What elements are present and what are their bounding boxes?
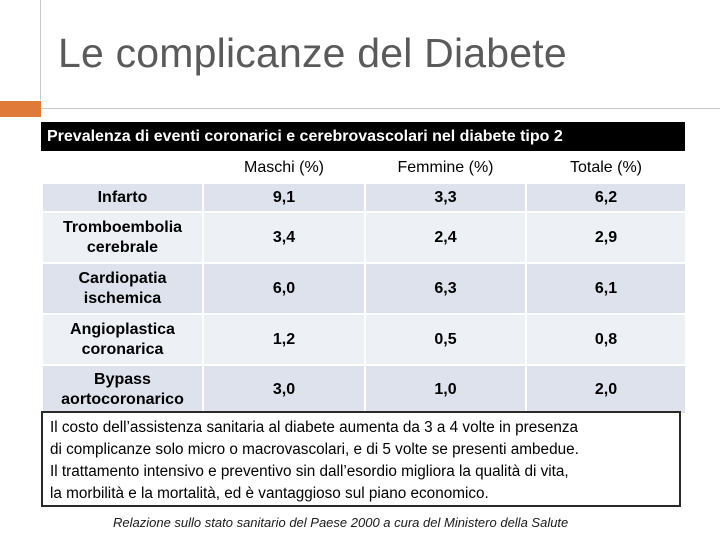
cell-females: 6,3 xyxy=(364,262,527,315)
cell-total: 6,2 xyxy=(525,182,687,213)
cell-total: 0,8 xyxy=(525,313,687,366)
cell-males: 1,2 xyxy=(202,313,366,366)
row-label: Tromboembolia cerebrale xyxy=(41,211,204,264)
cost-note-box: Il costo dell’assistenza sanitaria al di… xyxy=(41,411,681,507)
table-row: Bypass aortocoronarico 3,0 1,0 2,0 xyxy=(41,364,687,415)
row-label: Bypass aortocoronarico xyxy=(41,364,204,415)
row-label: Infarto xyxy=(41,182,204,213)
cell-total: 2,0 xyxy=(525,364,687,415)
prevalence-table-block: Prevalenza di eventi coronarici e cerebr… xyxy=(41,122,687,415)
vertical-frame-line xyxy=(40,0,41,100)
table-row: Tromboembolia cerebrale 3,4 2,4 2,9 xyxy=(41,211,687,264)
note-line: Il trattamento intensivo e preventivo si… xyxy=(50,463,569,480)
prevalence-table: Maschi (%) Femmine (%) Totale (%) Infart… xyxy=(41,151,687,415)
cell-males: 3,4 xyxy=(202,211,366,264)
cell-females: 0,5 xyxy=(364,313,527,366)
cell-males: 9,1 xyxy=(202,182,366,213)
cell-total: 2,9 xyxy=(525,211,687,264)
note-line: la morbilità e la mortalità, ed è vantag… xyxy=(50,485,489,502)
note-line: di complicanze solo micro o macrovascola… xyxy=(50,441,579,458)
table-row: Angioplastica coronarica 1,2 0,5 0,8 xyxy=(41,313,687,366)
accent-bar xyxy=(0,101,41,117)
slide-title: Le complicanze del Diabete xyxy=(58,30,567,76)
cell-total: 6,1 xyxy=(525,262,687,315)
header-cell-males: Maschi (%) xyxy=(202,151,366,184)
cell-males: 3,0 xyxy=(202,364,366,415)
header-cell-total: Totale (%) xyxy=(525,151,687,184)
row-label: Angioplastica coronarica xyxy=(41,313,204,366)
cell-females: 1,0 xyxy=(364,364,527,415)
source-citation: Relazione sullo stato sanitario del Paes… xyxy=(113,515,569,530)
header-cell-empty xyxy=(41,151,204,184)
table-header-row: Maschi (%) Femmine (%) Totale (%) xyxy=(41,151,687,184)
header-cell-females: Femmine (%) xyxy=(364,151,527,184)
title-rule xyxy=(41,108,720,109)
table-row: Infarto 9,1 3,3 6,2 xyxy=(41,182,687,213)
cell-females: 2,4 xyxy=(364,211,527,264)
cell-females: 3,3 xyxy=(364,182,527,213)
table-caption: Prevalenza di eventi coronarici e cerebr… xyxy=(41,122,685,151)
table-row: Cardiopatia ischemica 6,0 6,3 6,1 xyxy=(41,262,687,315)
note-line: Il costo dell’assistenza sanitaria al di… xyxy=(50,419,579,436)
row-label: Cardiopatia ischemica xyxy=(41,262,204,315)
cell-males: 6,0 xyxy=(202,262,366,315)
